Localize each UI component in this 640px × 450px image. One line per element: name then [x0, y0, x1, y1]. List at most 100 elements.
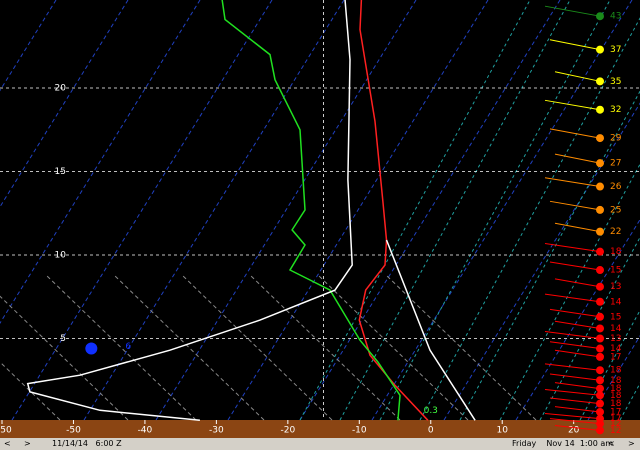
x-tick-label: -20 — [280, 426, 295, 436]
wind-shaft — [544, 242, 601, 253]
wind-dot — [596, 312, 604, 321]
wind-shaft — [544, 363, 601, 371]
wind-shaft — [544, 388, 601, 396]
wind-speed: 15 — [610, 266, 621, 276]
moist-adiabat — [459, 90, 640, 421]
skew-t-chart: 5 10 15 20 50 -50 -40 -30 -20 -10 0 10 20 6 0.3 43 37 35 3… — [0, 0, 640, 438]
profile-line — [221, 0, 401, 421]
wind-dot — [596, 77, 604, 86]
wind-speed: 12 — [610, 426, 621, 436]
moist-adiabat — [419, 17, 640, 421]
wind-dot — [596, 105, 604, 114]
wind-dot — [596, 376, 604, 385]
x-tick-label: -40 — [138, 426, 153, 436]
x-tick-label: 20 — [568, 426, 580, 436]
wind-speed: 22 — [610, 227, 621, 237]
wind-dot — [596, 399, 604, 408]
wind-dot — [596, 426, 604, 435]
wind-shaft — [554, 382, 601, 390]
wind-dot — [596, 419, 604, 428]
wind-speed: 15 — [610, 312, 621, 322]
wind-shaft — [544, 177, 601, 188]
x-tick-label: -30 — [209, 426, 224, 436]
wind-dot — [596, 134, 604, 143]
profile-line — [385, 239, 476, 421]
isotherm — [227, 0, 489, 421]
isotherm — [11, 0, 273, 421]
nav-button[interactable]: < — [4, 439, 11, 448]
wind-speed: 18 — [610, 391, 622, 401]
wind-dot — [596, 384, 604, 393]
isotherm — [443, 102, 640, 421]
wind-speed: 14 — [610, 324, 622, 334]
wind-dot — [596, 282, 604, 291]
wind-dot — [596, 352, 604, 361]
wind-shaft — [549, 200, 601, 211]
wind-dot — [596, 297, 604, 306]
wind-speed: 37 — [610, 45, 621, 55]
wind-speed: 27 — [610, 159, 621, 169]
valid-time: 11/14/14 6:00 Z — [52, 439, 122, 448]
nav-button[interactable]: > — [628, 439, 635, 448]
wind-speed: 43 — [610, 12, 621, 22]
wind-dot — [596, 407, 604, 416]
wind-dot — [596, 12, 604, 21]
marker-label: 6 — [125, 342, 131, 352]
wind-shaft — [554, 349, 601, 358]
wind-dot — [596, 182, 604, 191]
y-tick-label: 10 — [55, 251, 67, 261]
wind-shaft — [549, 308, 601, 318]
wind-speed: 29 — [610, 134, 622, 144]
wind-shaft — [549, 373, 601, 381]
wind-speed: 25 — [610, 205, 621, 215]
wind-shaft — [554, 278, 601, 288]
wind-shaft — [549, 397, 601, 405]
x-tick-label: -50 — [66, 426, 81, 436]
wind-shaft — [549, 261, 601, 271]
plot-background — [0, 0, 640, 420]
isotherm — [0, 0, 201, 325]
wind-dot — [596, 266, 604, 275]
nav-button[interactable]: > — [24, 439, 31, 448]
wind-dot — [596, 324, 604, 333]
wind-dot — [596, 45, 604, 54]
wind-shaft — [549, 341, 601, 350]
status-bar: < > 11/14/14 6:00 Z Friday Nov 14 1:00 a… — [0, 438, 640, 450]
wind-dot — [596, 159, 604, 168]
y-tick-label: 5 — [60, 334, 66, 344]
wind-shaft — [554, 153, 601, 164]
wind-speed: 18 — [610, 384, 622, 394]
profile-line — [26, 0, 353, 422]
wind-speed: 17 — [610, 407, 621, 417]
y-tick-label: 15 — [55, 167, 66, 177]
wind-dot — [596, 227, 604, 236]
wind-shaft — [554, 425, 601, 431]
moist-adiabat — [299, 0, 531, 421]
wind-shaft — [549, 39, 601, 51]
marker-dot — [85, 342, 98, 355]
wind-dot — [596, 247, 604, 256]
wind-shaft — [549, 418, 601, 425]
wind-speed: 17 — [610, 352, 621, 362]
wind-shaft — [544, 5, 601, 17]
moist-adiabat — [499, 163, 640, 421]
wind-speed: 26 — [610, 182, 622, 192]
wind-speed: 32 — [610, 105, 621, 115]
wind-shaft — [554, 71, 601, 82]
moist-adiabat — [339, 0, 571, 421]
x-tick-label: 50 — [0, 426, 12, 436]
wind-shaft — [544, 412, 601, 420]
x-tick-label: 0 — [428, 426, 434, 436]
wind-shaft — [544, 293, 601, 303]
wind-speed: 12 — [610, 419, 621, 429]
wind-shaft — [544, 331, 601, 339]
nav-button[interactable]: < — [608, 439, 615, 448]
x-axis-strip — [0, 420, 640, 438]
wind-dot — [596, 366, 604, 375]
x-tick-label: 10 — [496, 426, 508, 436]
wind-speed: 18 — [610, 376, 622, 386]
isotherm — [299, 0, 561, 421]
wind-speed: 14 — [610, 344, 622, 354]
wind-dot — [596, 334, 604, 343]
